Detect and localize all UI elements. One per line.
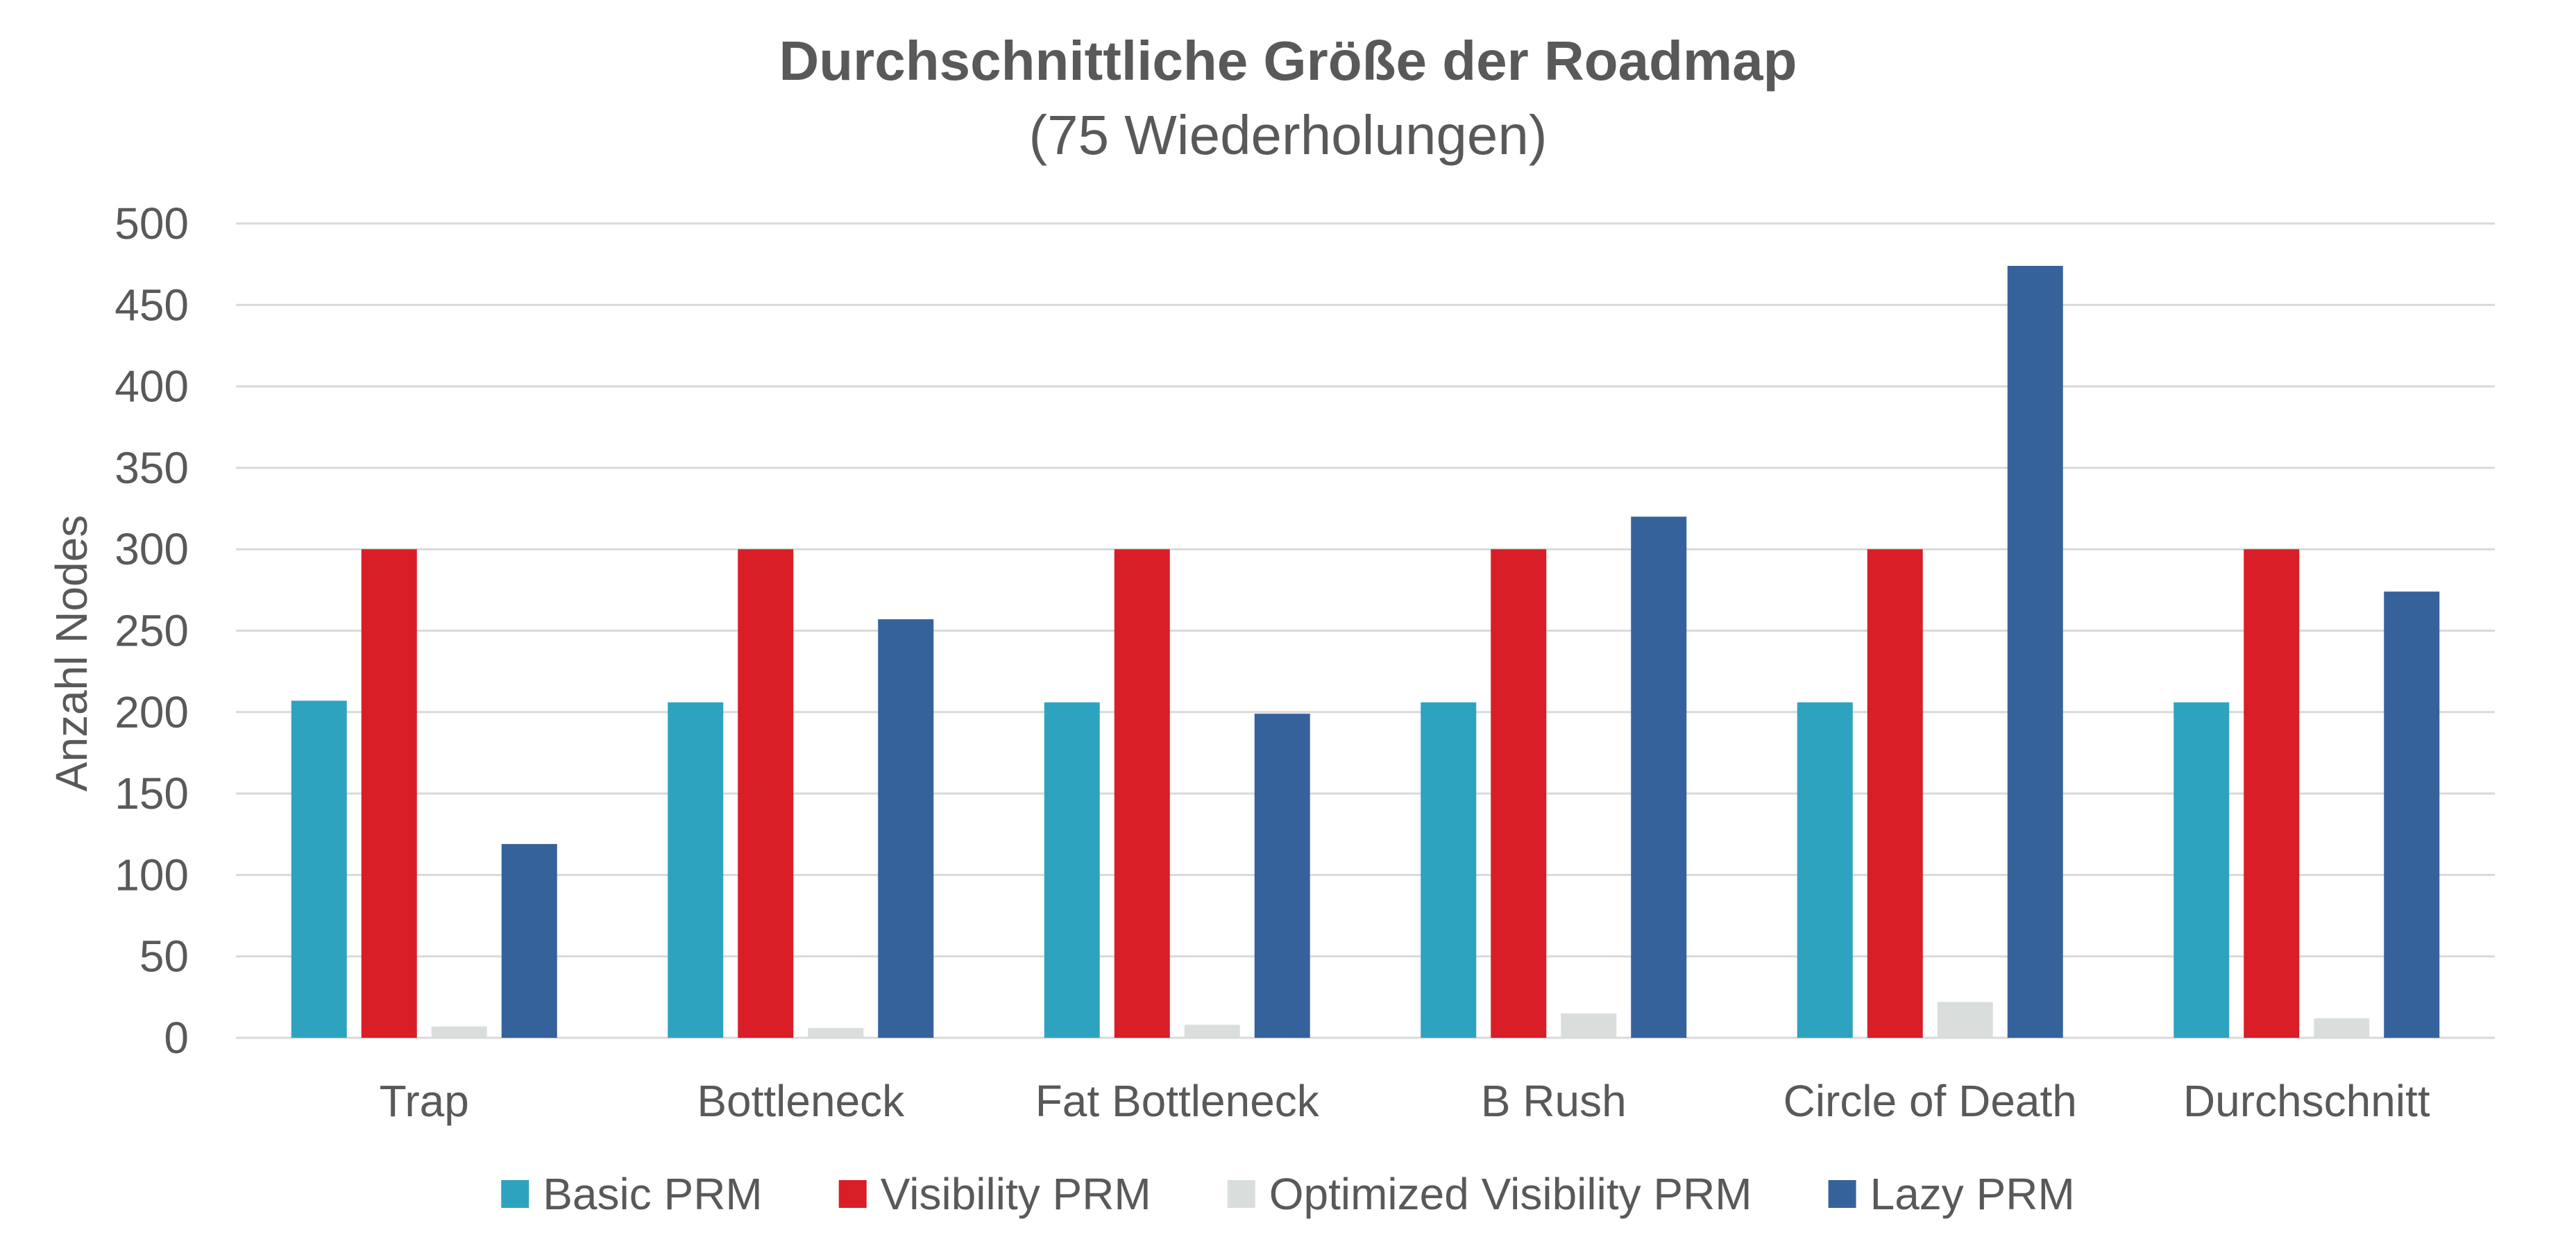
y-tick-label: 350 [115,443,189,493]
chart-title: Durchschnittliche Größe der Roadmap [779,30,1797,92]
bar-lazy-prm-trap [501,843,557,1038]
bar-lazy-prm-bottleneck [878,619,934,1038]
legend-item-optimized-visibility-prm: Optimized Visibility PRM [1227,1169,1752,1219]
legend: Basic PRM Visibility PRM Optimized Visibil… [501,1169,2075,1219]
category-label: Circle of Death [1783,1076,2077,1126]
y-tick-label: 150 [115,768,189,818]
legend-label: Basic PRM [543,1169,763,1219]
legend-label: Visibility PRM [881,1169,1151,1219]
bar-basic-prm-trap [291,700,347,1038]
category-label: B Rush [1481,1076,1627,1126]
y-tick-label: 250 [115,606,189,656]
bar-visibility-prm-trap [361,549,417,1038]
y-tick-label: 400 [115,362,189,412]
bar-visibility-prm-bottleneck [738,549,794,1038]
legend-item-basic-prm: Basic PRM [501,1169,763,1219]
bar-optimized-visibility-prm-fat-bottleneck [1184,1025,1240,1038]
y-tick-label: 450 [115,280,189,330]
legend-swatch [501,1180,529,1208]
y-tick-labels: 0 50 100 150 200 250 300 350 400 450 500 [115,199,189,1063]
category-label: Fat Bottleneck [1035,1076,1320,1126]
bar-lazy-prm-durchschnitt [2384,591,2440,1038]
bar-lazy-prm-fat-bottleneck [1254,714,1310,1038]
bar-lazy-prm-b-rush [1631,516,1687,1038]
bar-basic-prm-bottleneck [668,702,724,1038]
category-label: Trap [380,1076,469,1126]
legend-item-visibility-prm: Visibility PRM [838,1169,1151,1219]
bar-optimized-visibility-prm-durchschnitt [2314,1018,2370,1038]
bar-optimized-visibility-prm-circle-of-death [1937,1002,1993,1038]
legend-label: Optimized Visibility PRM [1269,1169,1752,1219]
y-tick-label: 500 [115,199,189,249]
legend-swatch [838,1180,867,1208]
category-label: Bottleneck [697,1076,905,1126]
y-axis-label: Anzahl Nodes [46,515,96,791]
legend-swatch [1828,1180,1856,1208]
bar-visibility-prm-durchschnitt [2244,549,2300,1038]
bar-optimized-visibility-prm-bottleneck [808,1027,864,1038]
bar-visibility-prm-circle-of-death [1867,549,1923,1038]
bar-visibility-prm-fat-bottleneck [1114,549,1170,1038]
chart-subtitle: (75 Wiederholungen) [1028,104,1547,166]
y-tick-label: 0 [164,1013,189,1063]
y-tick-label: 200 [115,687,189,737]
legend-label: Lazy PRM [1870,1169,2075,1219]
y-tick-label: 50 [139,932,189,982]
bar-optimized-visibility-prm-trap [431,1026,487,1038]
legend-item-lazy-prm: Lazy PRM [1828,1169,2075,1219]
bar-optimized-visibility-prm-b-rush [1561,1013,1617,1038]
bar-lazy-prm-circle-of-death [2007,265,2063,1038]
bar-basic-prm-durchschnitt [2174,702,2230,1038]
y-tick-label: 100 [115,850,189,900]
gridlines [236,222,2495,1039]
bar-visibility-prm-b-rush [1491,549,1547,1038]
bar-basic-prm-b-rush [1421,702,1477,1038]
legend-swatch [1227,1180,1255,1208]
bar-basic-prm-fat-bottleneck [1044,702,1100,1038]
category-label: Durchschnitt [2183,1076,2430,1126]
y-tick-label: 300 [115,524,189,574]
category-labels: Trap Bottleneck Fat Bottleneck B Rush Circle… [380,1076,2430,1126]
bars [291,265,2440,1038]
bar-basic-prm-circle-of-death [1797,702,1853,1038]
